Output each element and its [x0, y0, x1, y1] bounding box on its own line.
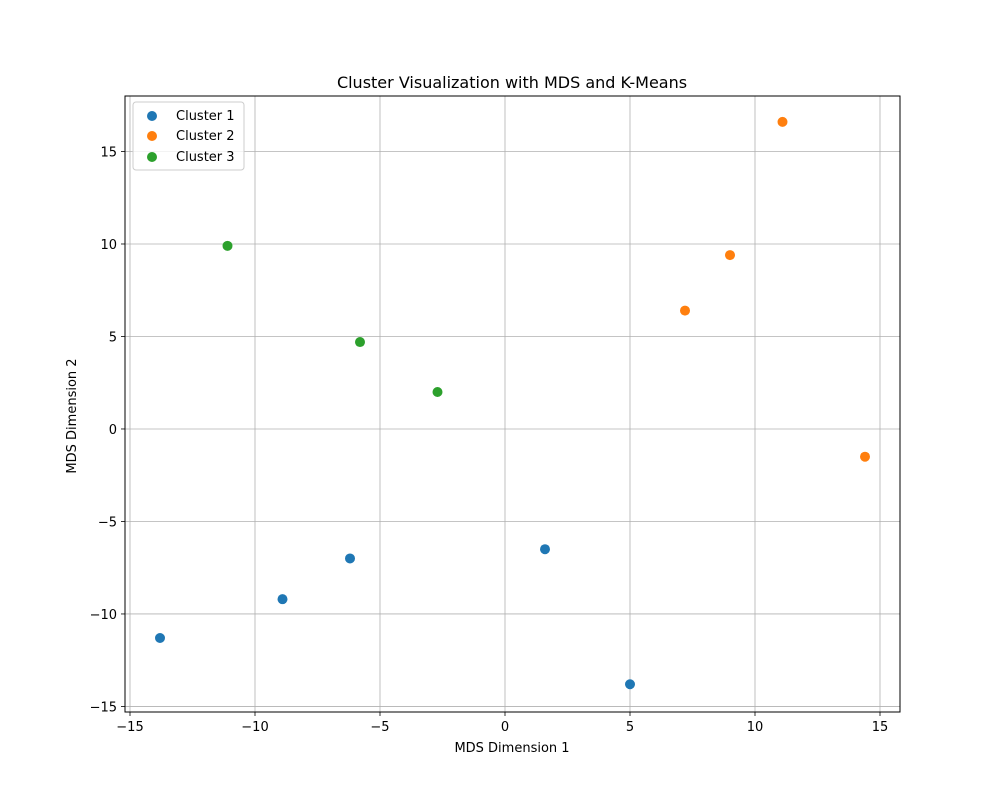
x-tick-label: 5	[626, 720, 634, 735]
legend-marker-cluster-2	[147, 131, 157, 141]
scatter-point-cluster-1	[155, 633, 165, 644]
scatter-point-cluster-2	[860, 451, 870, 462]
scatter-point-cluster-2	[777, 116, 788, 127]
chart-title: Cluster Visualization with MDS and K-Mea…	[337, 73, 687, 92]
scatter-point-cluster-1	[277, 594, 288, 605]
y-tick-label: −5	[98, 515, 117, 530]
legend-label-cluster-1: Cluster 1	[176, 109, 235, 124]
x-axis-label: MDS Dimension 1	[454, 741, 569, 756]
x-tick-label: −5	[370, 720, 389, 735]
legend-label-cluster-2: Cluster 2	[176, 129, 235, 144]
x-tick-label: −10	[241, 720, 268, 735]
plot-frame	[124, 95, 901, 713]
y-tick-label: 5	[109, 330, 117, 345]
x-tick-label: −15	[116, 720, 143, 735]
y-axis-ticks: −15 −10 −5 0 5 10 15	[90, 145, 125, 715]
scatter-point-cluster-1	[540, 544, 550, 555]
scatter-point-cluster-2	[725, 250, 735, 261]
scatter-point-cluster-3	[222, 240, 233, 251]
legend-label-cluster-3: Cluster 3	[176, 150, 235, 165]
legend-marker-cluster-3	[147, 152, 157, 162]
y-tick-label: −10	[90, 608, 117, 623]
y-tick-label: 15	[100, 145, 117, 160]
x-tick-label: 10	[747, 720, 764, 735]
y-tick-label: 0	[109, 423, 117, 438]
x-tick-label: 15	[872, 720, 889, 735]
scatter-point-cluster-1	[625, 679, 635, 690]
legend: Cluster 1 Cluster 2 Cluster 3	[132, 101, 245, 171]
y-tick-label: 10	[100, 238, 117, 253]
x-tick-label: 0	[501, 720, 509, 735]
x-axis-ticks: −15 −10 −5 0 5 10 15	[116, 712, 888, 735]
scatter-point-cluster-3	[355, 337, 365, 348]
grid-lines	[125, 96, 900, 712]
legend-marker-cluster-1	[147, 111, 157, 121]
data-points	[155, 116, 870, 690]
y-tick-label: −15	[90, 700, 117, 715]
scatter-point-cluster-3	[432, 386, 443, 397]
scatter-point-cluster-1	[345, 553, 355, 564]
scatter-point-cluster-2	[680, 305, 690, 316]
y-axis-label: MDS Dimension 2	[65, 358, 80, 473]
legend-box	[132, 101, 245, 171]
